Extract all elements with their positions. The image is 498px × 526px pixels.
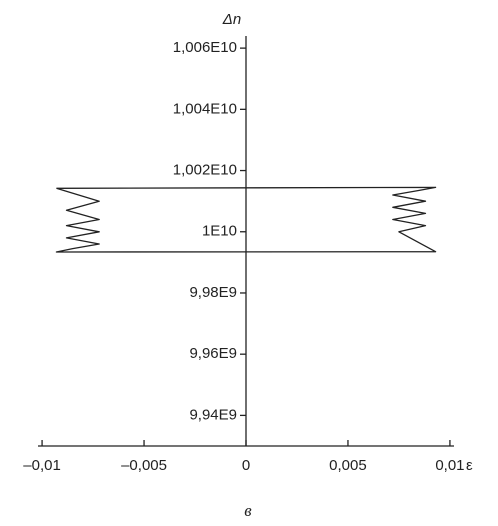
y-tick-label: 9,94E9	[189, 406, 237, 423]
x-tick-label: 0,01	[435, 457, 464, 474]
y-tick-label: 1E10	[202, 223, 237, 240]
x-tick-label: –0,01	[23, 457, 61, 474]
x-tick-label: 0	[242, 457, 250, 474]
y-tick-label: 1,006E10	[173, 39, 237, 56]
y-tick-label: 9,96E9	[189, 345, 237, 362]
y-tick-label: 9,98E9	[189, 284, 237, 301]
y-tick-label: 1,004E10	[173, 100, 237, 117]
caption: в	[244, 501, 252, 520]
y-tick-label: 1,002E10	[173, 162, 237, 179]
x-axis-label: ε	[466, 457, 473, 474]
data-line	[55, 186, 437, 253]
x-tick-label: –0,005	[121, 457, 167, 474]
x-tick-label: 0,005	[329, 457, 367, 474]
y-axis-label: Δn	[222, 11, 241, 28]
